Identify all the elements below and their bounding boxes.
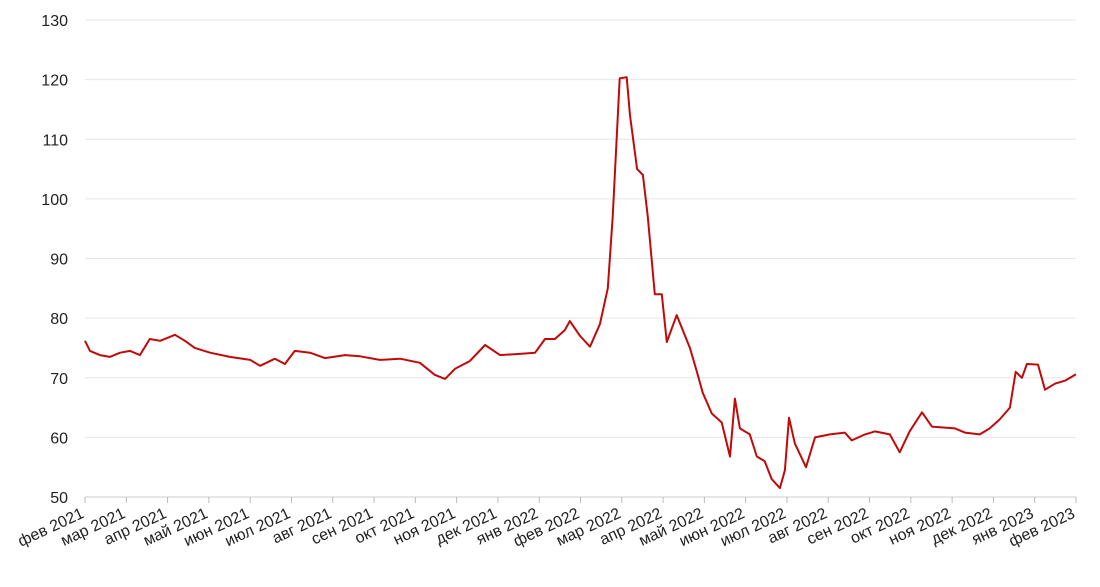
- y-tick-label: 120: [41, 73, 68, 90]
- y-tick-label: 110: [42, 132, 68, 149]
- y-tick-label: 50: [50, 490, 68, 507]
- line: [84, 76, 1077, 490]
- y-tick-label: 60: [50, 430, 68, 447]
- y-tick-label: 100: [41, 192, 68, 209]
- y-tick-label: 70: [50, 371, 68, 388]
- y-tick-label: 80: [50, 311, 68, 328]
- y-tick-label: 90: [50, 252, 68, 269]
- y-tick-label: 130: [41, 13, 68, 30]
